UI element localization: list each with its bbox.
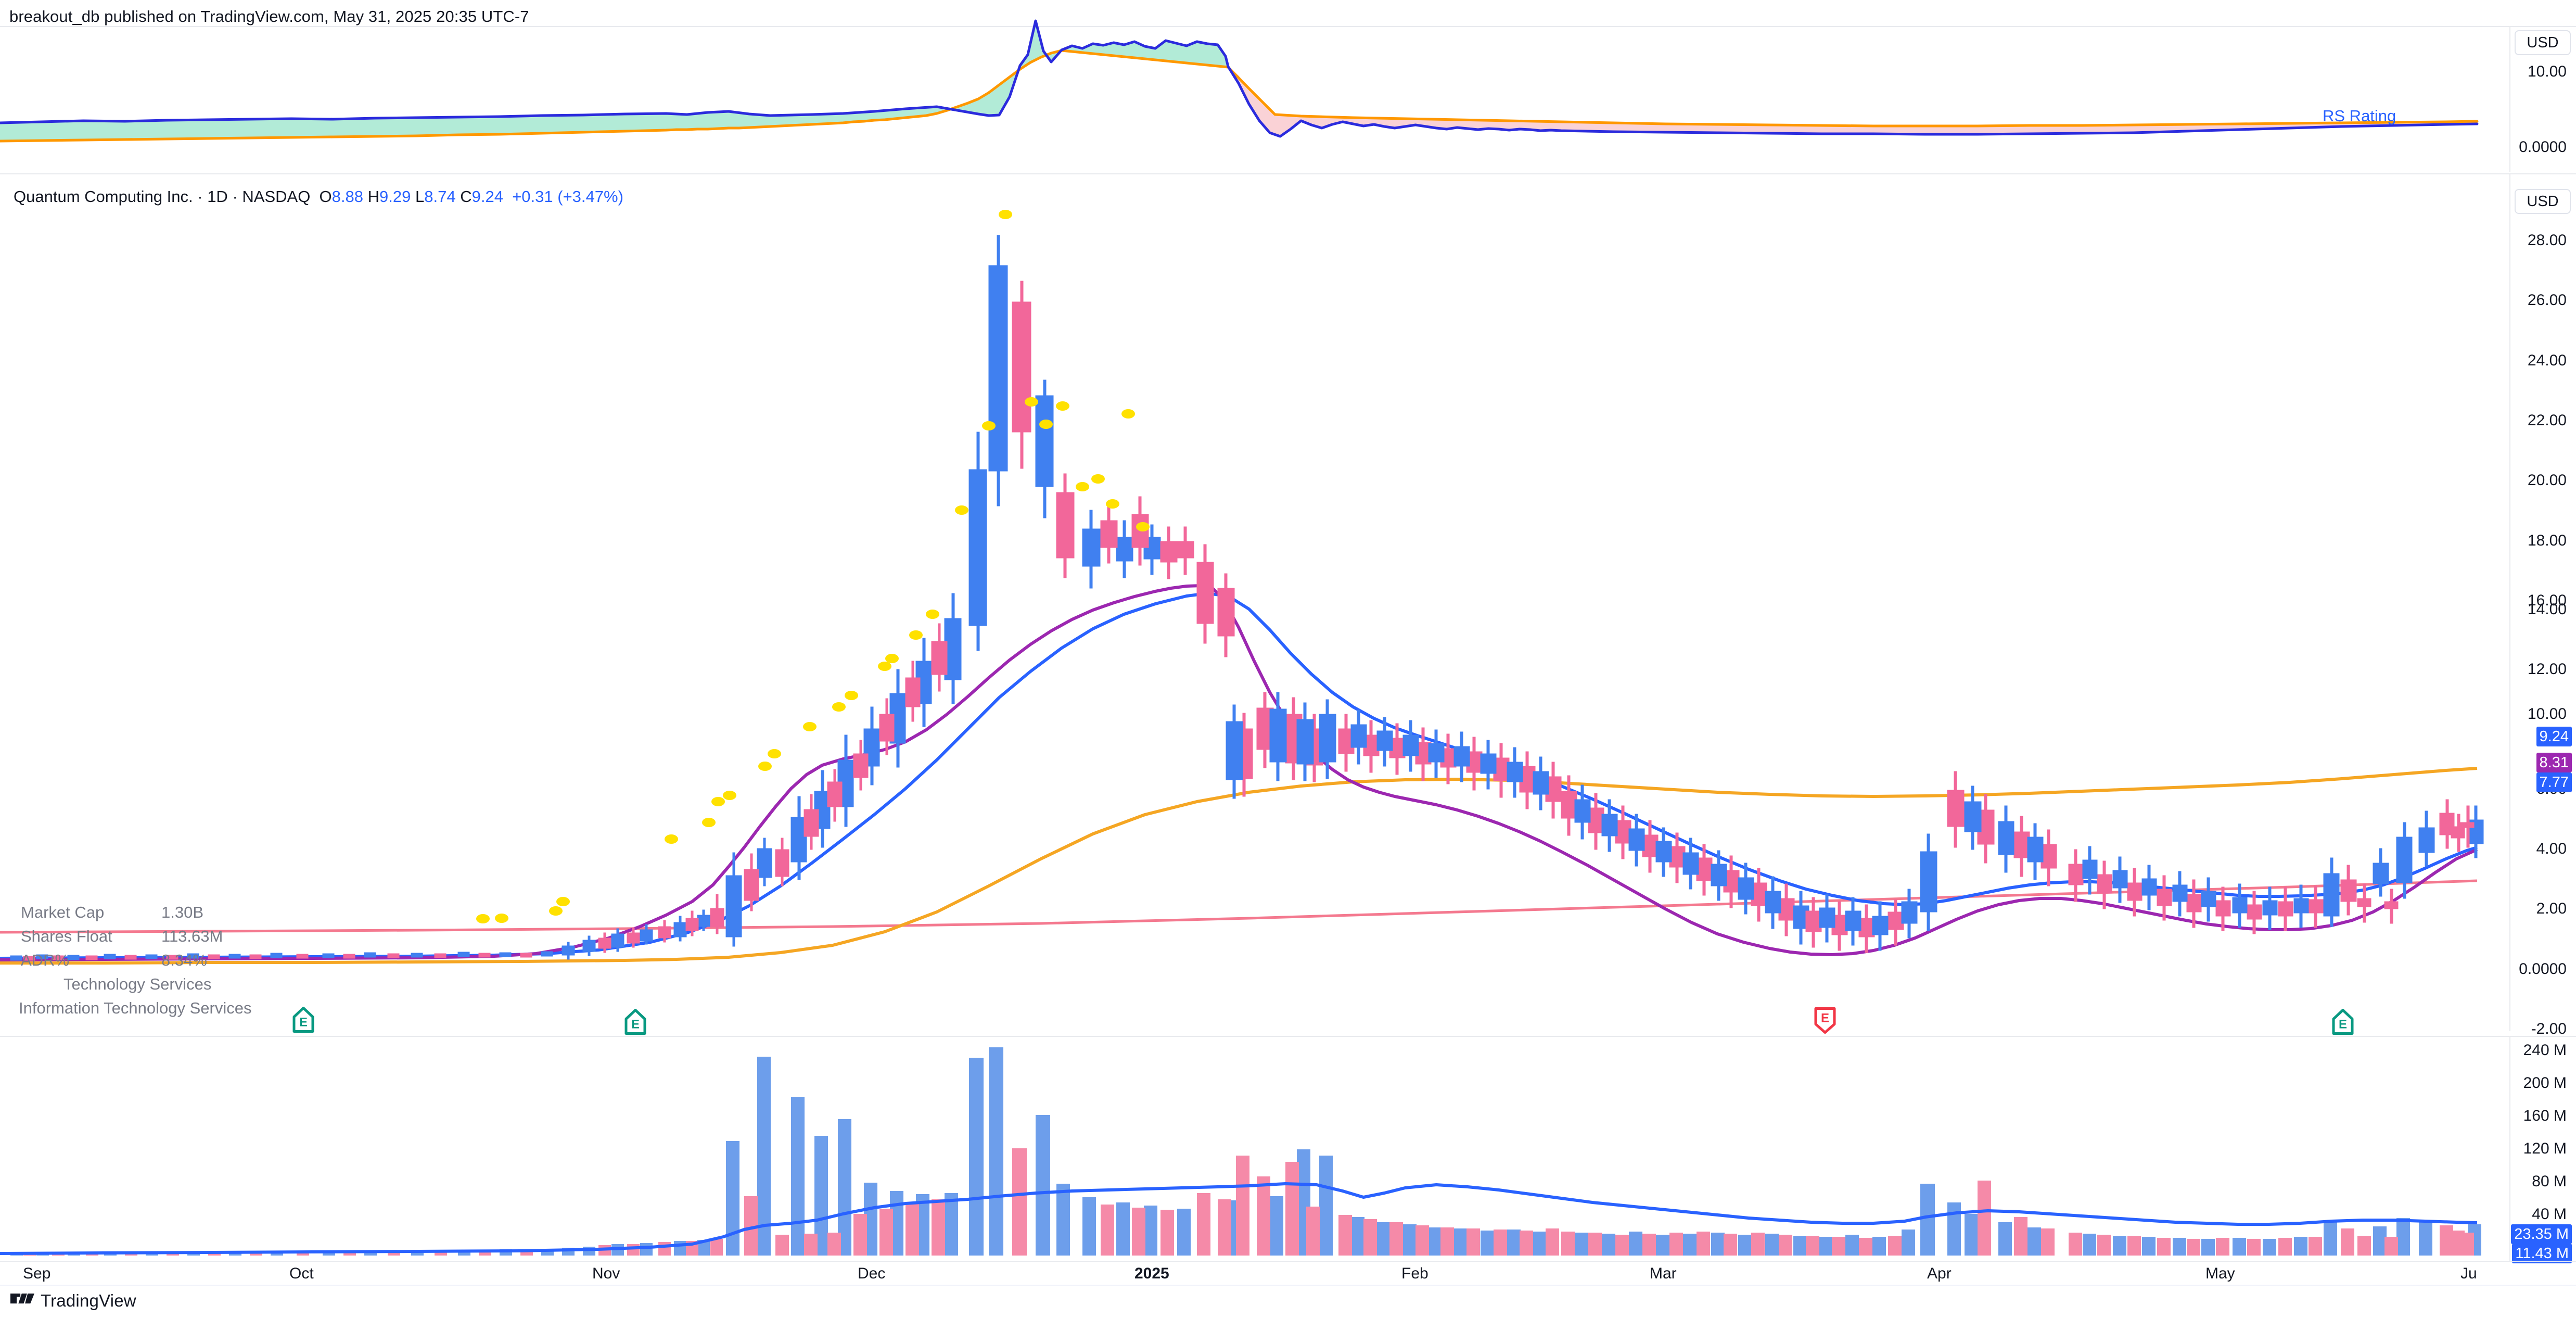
tradingview-wordmark: TradingView — [41, 1291, 136, 1310]
market-cap-key: Market Cap — [21, 903, 105, 921]
time-label-oct: Oct — [289, 1265, 314, 1282]
time-label-dec: Dec — [858, 1265, 886, 1282]
price-candlestick-plot — [0, 210, 2484, 965]
market-cap-value: 1.30B — [161, 903, 204, 921]
rs-currency-chip[interactable]: USD — [2515, 30, 2571, 55]
volume-plot — [0, 1047, 2481, 1256]
close-value: 9.24 — [471, 187, 503, 206]
price-axis-divider — [2509, 173, 2510, 1031]
sector-label: Technology Services — [63, 975, 212, 993]
price-panel-top-divider — [0, 173, 2576, 174]
price-tick-12: 12.00 — [2527, 661, 2567, 678]
price-tick-2: 2.00 — [2536, 900, 2567, 917]
earnings-marker-positive[interactable]: E — [291, 1006, 316, 1037]
price-tick-24: 24.00 — [2527, 352, 2567, 369]
low-value: 8.74 — [424, 187, 456, 206]
earnings-marker-positive[interactable]: E — [623, 1008, 648, 1040]
time-label-nov: Nov — [592, 1265, 620, 1282]
time-axis-bottom-divider — [0, 1285, 2576, 1286]
ma-purple-line — [0, 584, 2478, 961]
svg-text:E: E — [631, 1018, 640, 1032]
volume-panel-top-divider — [0, 1036, 2576, 1037]
last-volume-badge: 23.35 M — [2511, 1224, 2572, 1244]
rs-rating-plot — [0, 19, 2479, 143]
high-value: 9.29 — [379, 187, 411, 206]
time-axis-top-divider — [0, 1261, 2576, 1262]
last-price-badge: 9.24 — [2536, 727, 2572, 746]
svg-text:E: E — [1821, 1011, 1829, 1025]
price-tick-28: 28.00 — [2527, 232, 2567, 249]
rs-rating-line — [0, 19, 2479, 138]
svg-text:E: E — [2339, 1018, 2347, 1032]
shares-float-key: Shares Float — [21, 927, 112, 945]
volume-axis-divider — [2509, 1036, 2510, 1261]
volume-bars — [10, 1047, 2481, 1256]
rs-axis-tick-10: 10.00 — [2527, 63, 2567, 80]
price-tick-20: 20.00 — [2527, 472, 2567, 489]
rs-axis-tick-0: 0.0000 — [2519, 138, 2567, 156]
rs-rating-legend-label: RS Rating — [2323, 107, 2396, 125]
open-value: 8.88 — [331, 187, 364, 206]
symbol-title: Quantum Computing Inc. — [14, 187, 193, 206]
rs-panel-top-divider — [0, 26, 2576, 27]
price-legend: Quantum Computing Inc. · 1D · NASDAQ O8.… — [14, 187, 623, 206]
ma-blue-badge: 7.77 — [2536, 772, 2572, 792]
volume-tick-120: 120 M — [2523, 1140, 2567, 1157]
volume-tick-160: 160 M — [2523, 1107, 2567, 1124]
volume-tick-40: 40 M — [2532, 1206, 2567, 1223]
low-label: L — [415, 187, 425, 206]
price-tick-neg2: -2.00 — [2531, 1020, 2567, 1037]
tradingview-mark-icon — [10, 1293, 34, 1304]
rs-fill-positive — [0, 21, 1228, 141]
interval-label: 1D — [207, 187, 228, 206]
adr-percent-value: 8.34% — [161, 951, 207, 969]
time-label-sep: Sep — [23, 1265, 51, 1282]
earnings-marker-positive[interactable]: E — [2330, 1008, 2355, 1040]
signal-dots — [476, 210, 1150, 923]
rs-baseline-line — [0, 49, 2479, 143]
industry-label: Information Technology Services — [19, 999, 252, 1017]
exchange-label: NASDAQ — [242, 187, 311, 206]
adr-percent-key: ADR% — [21, 951, 70, 969]
ma-purple-badge: 8.31 — [2536, 753, 2572, 772]
rs-axis-divider — [2509, 26, 2510, 172]
time-label-mar: Mar — [1650, 1265, 1677, 1282]
time-label-apr: Apr — [1927, 1265, 1952, 1282]
time-label-may: May — [2205, 1265, 2235, 1282]
high-label: H — [367, 187, 380, 206]
ma-orange-line — [0, 767, 2478, 965]
close-label: C — [460, 187, 472, 206]
time-label-2025: 2025 — [1134, 1265, 1169, 1282]
ma-pink-line — [0, 879, 2478, 934]
svg-text:E: E — [299, 1016, 308, 1030]
volume-tick-80: 80 M — [2532, 1173, 2567, 1190]
price-tick-18: 18.00 — [2527, 532, 2567, 549]
price-tick-4: 4.00 — [2536, 840, 2567, 857]
price-tick-26: 26.00 — [2527, 292, 2567, 309]
volume-ma-line — [0, 1182, 2478, 1255]
volume-ma-badge: 11.43 M — [2512, 1244, 2572, 1263]
price-tick-0: 0.0000 — [2519, 960, 2567, 978]
earnings-marker-negative[interactable]: E — [1813, 1006, 1838, 1037]
price-tick-22: 22.00 — [2527, 412, 2567, 429]
price-currency-chip[interactable]: USD — [2515, 189, 2571, 214]
price-tick-10: 10.00 — [2527, 705, 2567, 723]
volume-tick-240: 240 M — [2523, 1042, 2567, 1059]
time-label-jun: Ju — [2460, 1265, 2477, 1282]
time-label-feb: Feb — [1401, 1265, 1429, 1282]
tradingview-logo[interactable]: TradingView — [10, 1291, 136, 1311]
change-value: +0.31 (+3.47%) — [512, 187, 623, 206]
shares-float-value: 113.63M — [161, 927, 223, 945]
publication-line: breakout_db published on TradingView.com… — [9, 7, 529, 26]
price-tick-16: 16.00 — [2527, 592, 2567, 609]
candlesticks — [10, 235, 2484, 961]
volume-tick-200: 200 M — [2523, 1074, 2567, 1092]
price-tick-14: 14.00 — [2527, 601, 2567, 618]
open-label: O — [319, 187, 332, 206]
